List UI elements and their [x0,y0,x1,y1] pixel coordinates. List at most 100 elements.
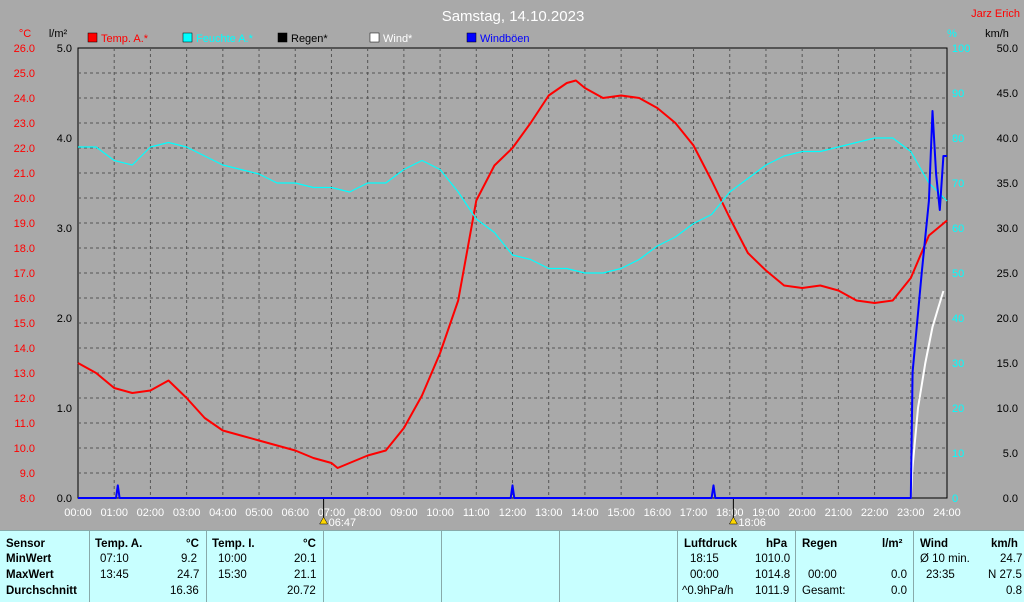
x-tick-label: 05:00 [245,507,273,519]
temp-tick-label: 26.0 [14,43,35,55]
x-tick-label: 13:00 [535,507,563,519]
temp-i-min-val: 20.1 [294,553,317,565]
humidity-tick-label: 80 [952,133,964,145]
pressure-header: Luftdruck [684,538,738,550]
rain-axis-unit: l/m² [49,28,68,40]
rain-tick-label: 4.0 [57,133,72,145]
wind-tick-label: 5.0 [1003,448,1018,460]
rain-unit: l/m² [882,538,903,550]
rain-r3-label: Gesamt: [802,585,846,597]
x-tick-label: 16:00 [644,507,672,519]
temp-tick-label: 25.0 [14,68,35,80]
humidity-tick-label: 0 [952,493,958,505]
x-tick-label: 01:00 [100,507,128,519]
stats-table: Sensor MinWert MaxWert Durchschnitt Temp… [0,530,1024,602]
wind-r3-val: 0.8 [1006,585,1022,597]
humidity-tick-label: 70 [952,178,964,190]
x-tick-label: 08:00 [354,507,382,519]
x-tick-label: 11:00 [463,507,490,519]
sensor-header: Sensor [6,538,45,550]
rain-tick-label: 1.0 [57,403,72,415]
x-tick-label: 23:00 [897,507,925,519]
wind-tick-label: 20.0 [997,313,1018,325]
series-line-windb-en [78,110,947,499]
x-tick-label: 06:00 [281,507,309,519]
sunset-time-label: 18:06 [738,517,766,529]
temp-a-min-val: 9.2 [181,553,197,565]
x-tick-label: 02:00 [137,507,165,519]
pressure-r1-val: 1010.0 [755,553,791,565]
humidity-tick-label: 90 [952,88,964,100]
temp-axis-unit: °C [19,28,31,40]
humidity-tick-label: 20 [952,403,964,415]
rain-tick-label: 5.0 [57,43,72,55]
temp-tick-label: 21.0 [14,168,35,180]
wind-r2-val: N 27.5 [988,569,1022,581]
temp-tick-label: 15.0 [14,318,35,330]
x-tick-label: 12:00 [499,507,527,519]
humidity-tick-label: 50 [952,268,964,280]
rain-tick-label: 3.0 [57,223,72,235]
temp-tick-label: 20.0 [14,193,35,205]
wind-axis-unit: km/h [985,28,1009,40]
x-tick-label: 00:00 [64,507,92,519]
x-tick-label: 24:00 [933,507,961,519]
legend-swatch [369,32,380,43]
wind-tick-label: 50.0 [997,43,1018,55]
temp-a-max-time: 13:45 [100,569,129,581]
temp-i-min-time: 10:00 [218,553,247,565]
x-tick-label: 15:00 [607,507,635,519]
rain-r3-val: 0.0 [891,585,907,597]
rain-tick-label: 0.0 [57,493,72,505]
pressure-r3-val: 1011.9 [755,585,790,597]
humidity-axis-unit: % [947,28,957,40]
series-line-feuchte-a [78,137,948,274]
x-tick-label: 21:00 [825,507,853,519]
temp-a-header: Temp. A. [95,538,143,550]
wind-tick-label: 30.0 [997,223,1018,235]
chart-author: Jarz Erich [971,8,1020,20]
temp-tick-label: 17.0 [14,268,35,280]
temp-i-max-time: 15:30 [218,569,247,581]
wind-r1-val: 24.7 [1000,553,1023,565]
humidity-tick-label: 30 [952,358,964,370]
humidity-tick-label: 10 [952,448,964,460]
temp-tick-label: 23.0 [14,118,35,130]
rain-tick-label: 2.0 [57,313,72,325]
humidity-tick-label: 40 [952,313,964,325]
series-line-wind [909,290,945,499]
legend-label: Feuchte A.* [196,33,254,45]
temp-a-min-time: 07:10 [100,553,129,565]
x-tick-label: 18:00 [716,507,744,519]
temp-tick-label: 13.0 [14,368,35,380]
x-tick-label: 04:00 [209,507,237,519]
temp-i-avg: 20.72 [287,585,316,597]
row-label-min: MinWert [6,553,52,565]
x-tick-label: 10:00 [426,507,454,519]
sunrise-sun-icon [319,516,329,525]
rain-r2-val: 0.0 [891,569,907,581]
x-tick-label: 07:00 [318,507,346,519]
x-tick-label: 09:00 [390,507,418,519]
temp-tick-label: 12.0 [14,393,35,405]
legend-label: Wind* [383,33,413,45]
humidity-tick-label: 100 [952,43,970,55]
wind-tick-label: 0.0 [1003,493,1018,505]
weather-chart: °C 8.0 9.0 10.0 11.0 12.0 13.0 14.0 15.0 16.0 17.0… [14,8,1020,529]
wind-r1-label: Ø 10 min. [920,553,970,565]
wind-tick-label: 35.0 [997,178,1018,190]
temp-tick-label: 19.0 [14,218,35,230]
legend-label: Temp. A.* [101,33,149,45]
wind-r2-label: 23:35 [926,569,955,581]
row-label-avg: Durchschnitt [6,585,77,597]
temp-tick-label: 16.0 [14,293,35,305]
wind-tick-label: 40.0 [997,133,1018,145]
temp-tick-label: 10.0 [14,443,35,455]
chart-title: Samstag, 14.10.2023 [442,8,585,25]
pressure-r2-val: 1014.8 [755,569,791,581]
temp-tick-label: 24.0 [14,93,35,105]
legend-swatch [466,32,477,43]
sunset-sun-icon [728,516,738,525]
series-line-temp-a [77,79,948,469]
temp-i-header: Temp. I. [212,538,255,550]
